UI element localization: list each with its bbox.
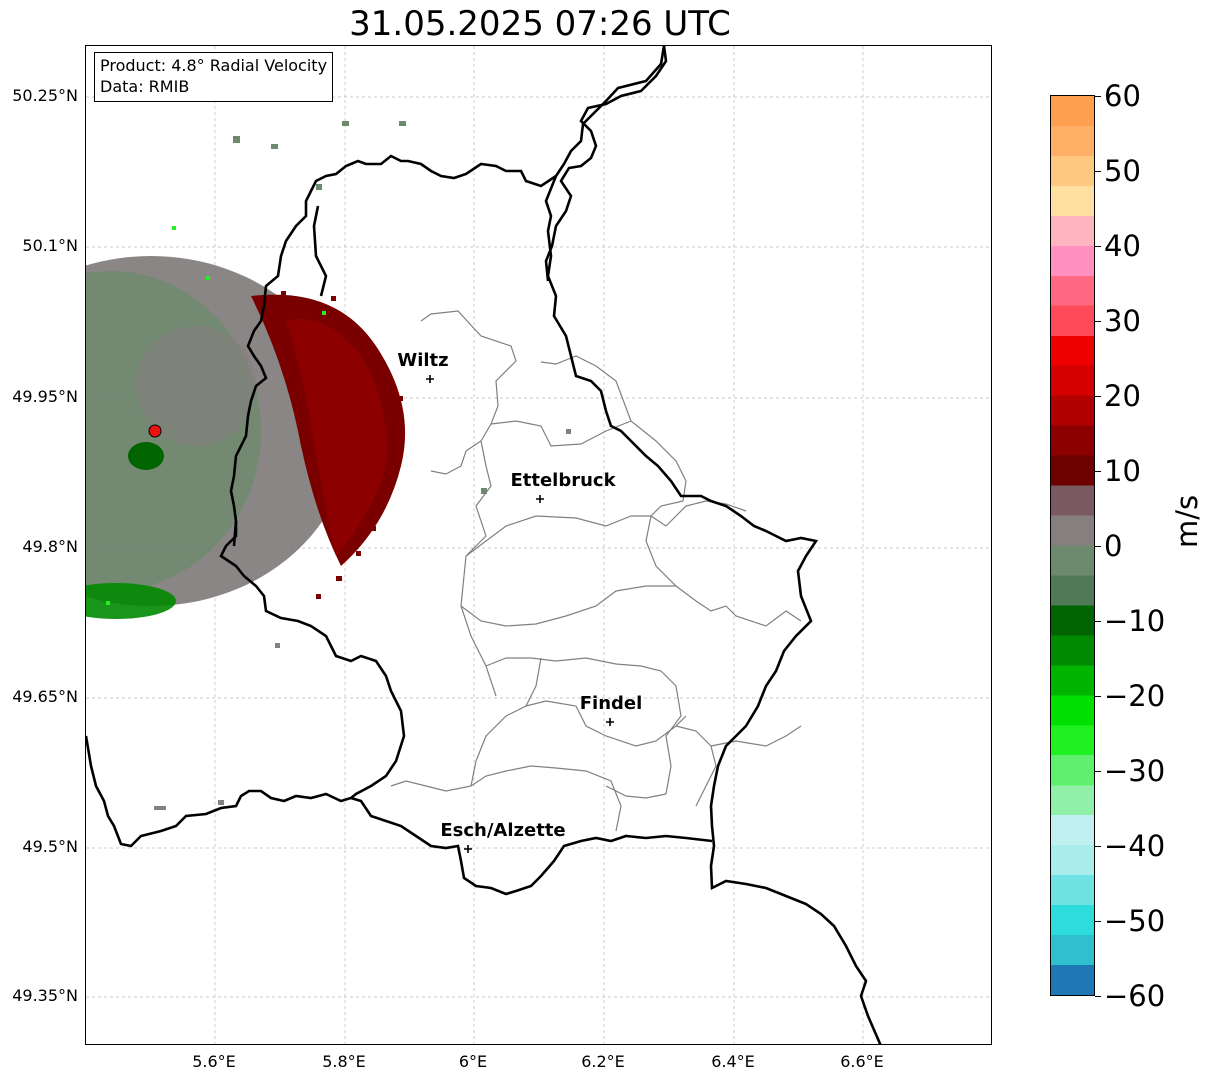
map-panel[interactable] — [85, 45, 992, 1045]
colorbar-tick — [1095, 96, 1101, 97]
colorbar-tick — [1095, 471, 1101, 472]
city-markers — [426, 375, 614, 853]
lon-label-5-8: 5.8°E — [322, 1052, 366, 1071]
colorbar-label-30: 30 — [1104, 304, 1141, 338]
colorbar-tick — [1095, 846, 1101, 847]
colorbar-label-60: 60 — [1104, 79, 1141, 113]
map-canvas — [86, 46, 991, 1044]
colorbar-tick — [1095, 396, 1101, 397]
colorbar-tick — [1095, 171, 1101, 172]
colorbar-tick — [1095, 621, 1101, 622]
data-source-label: Data: RMIB — [100, 77, 190, 96]
colorbar-label-minus-40: −40 — [1104, 829, 1166, 863]
lat-label-49-65: 49.65°N — [12, 687, 78, 706]
city-label-wiltz: Wiltz — [397, 350, 449, 371]
canton-borders — [390, 310, 802, 832]
colorbar-tick — [1095, 771, 1101, 772]
colorbar-label-minus-30: −30 — [1104, 754, 1166, 788]
product-label: Product: 4.8° Radial Velocity — [100, 56, 328, 75]
lat-label-49-8: 49.8°N — [22, 537, 78, 556]
lat-label-50-25: 50.25°N — [12, 86, 78, 105]
city-label-esch-alzette: Esch/Alzette — [440, 820, 566, 841]
colorbar-tick — [1095, 996, 1101, 997]
national-borders — [86, 46, 882, 1044]
colorbar-unit-label: m/s — [1170, 494, 1204, 548]
colorbar-label-40: 40 — [1104, 229, 1141, 263]
lon-label-6-4: 6.4°E — [711, 1052, 755, 1071]
colorbar-label-50: 50 — [1104, 154, 1141, 188]
colorbar-tick — [1095, 696, 1101, 697]
colorbar-label-0: 0 — [1104, 529, 1123, 563]
radar-echo — [86, 121, 571, 810]
lon-label-5-6: 5.6°E — [192, 1052, 236, 1071]
radar-site-marker — [148, 424, 162, 438]
colorbar-label-10: 10 — [1104, 454, 1141, 488]
colorbar-tick — [1095, 921, 1101, 922]
colorbar-tick — [1095, 546, 1101, 547]
lat-label-49-95: 49.95°N — [12, 387, 78, 406]
colorbar-tick — [1095, 321, 1101, 322]
product-info-box: Product: 4.8° Radial Velocity Data: RMIB — [94, 52, 334, 102]
colorbar-label-minus-10: −10 — [1104, 604, 1166, 638]
colorbar-tick — [1095, 246, 1101, 247]
city-label-ettelbruck: Ettelbruck — [510, 470, 616, 491]
colorbar-label-minus-50: −50 — [1104, 904, 1166, 938]
lon-label-6-2: 6.2°E — [581, 1052, 625, 1071]
map-title: 31.05.2025 07:26 UTC — [349, 4, 731, 44]
lon-label-6: 6°E — [458, 1052, 488, 1071]
city-label-findel: Findel — [579, 693, 643, 714]
colorbar-label-20: 20 — [1104, 379, 1141, 413]
lon-label-6-6: 6.6°E — [840, 1052, 884, 1071]
lat-label-49-5: 49.5°N — [22, 837, 78, 856]
colorbar-label-minus-60: −60 — [1104, 979, 1166, 1013]
lat-label-50-1: 50.1°N — [22, 236, 78, 255]
lat-label-49-35: 49.35°N — [12, 986, 78, 1005]
colorbar-label-minus-20: −20 — [1104, 679, 1166, 713]
velocity-colorbar — [1050, 95, 1095, 996]
